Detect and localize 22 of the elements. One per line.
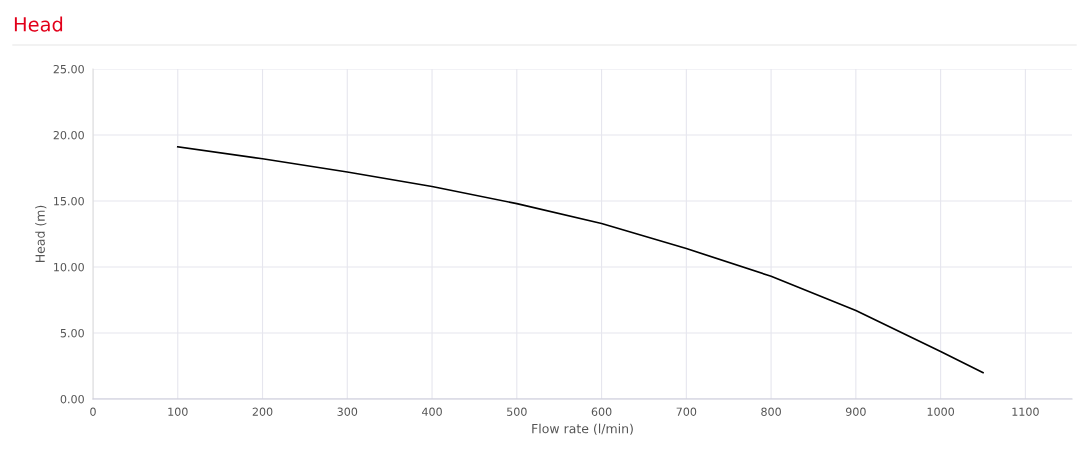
y-tick-label: 15.00 [54, 196, 84, 206]
x-tick-label: 200 [252, 407, 273, 416]
x-tick-label: 1000 [927, 407, 955, 416]
x-tick-label: 300 [337, 407, 358, 416]
x-tick-label: 700 [676, 407, 697, 416]
x-tick-label: 100 [168, 407, 188, 416]
y-tick-label: 10.00 [54, 262, 84, 272]
chart-title: Head [14, 16, 63, 32]
y-tick-label: 0.00 [60, 394, 84, 404]
x-tick-label: 0 [90, 407, 96, 416]
x-tick-label: 800 [761, 407, 781, 416]
x-tick-label: 1100 [1012, 407, 1039, 416]
x-tick-label: 500 [507, 407, 527, 416]
x-tick-label: 400 [421, 407, 442, 416]
line-series [176, 146, 984, 374]
y-axis-title: Head (m) [35, 205, 47, 263]
x-tick-label: 900 [845, 407, 866, 416]
y-tick-label: 20.00 [53, 130, 84, 140]
x-axis-title: Flow rate (l/min) [532, 423, 633, 435]
x-tick-label: 600 [591, 407, 612, 416]
y-tick-label: 25.00 [53, 64, 84, 74]
y-tick-label: 5.00 [60, 328, 84, 338]
